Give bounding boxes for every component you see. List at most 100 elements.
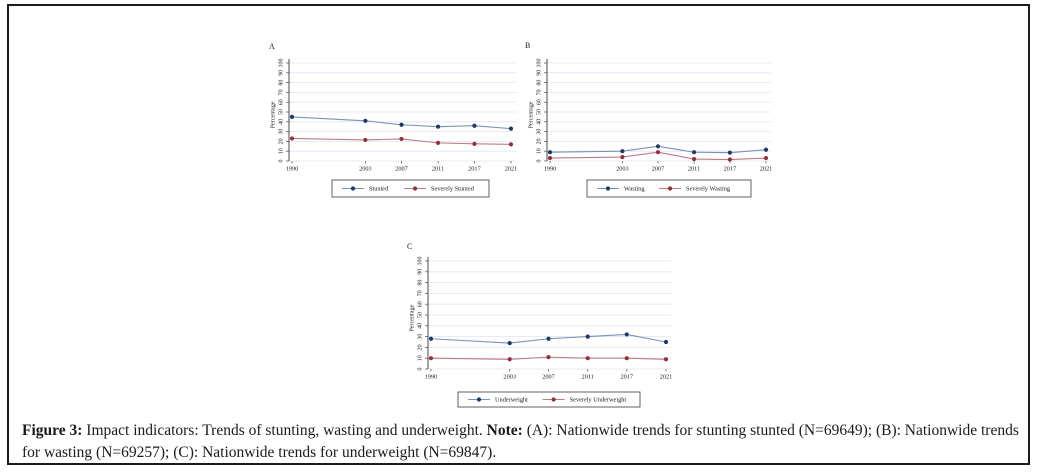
- data-point-stunted: [508, 126, 514, 131]
- y-tick-label: 70: [418, 290, 424, 296]
- y-tick-label: 40: [537, 119, 543, 125]
- data-point-severely-stunted: [472, 141, 477, 146]
- y-tick-label: 30: [279, 129, 285, 135]
- legend-label: Underweight: [495, 397, 528, 404]
- x-tick-label: 1990: [425, 374, 438, 381]
- panel-label: B: [525, 41, 530, 50]
- y-tick-label: 40: [279, 119, 285, 125]
- data-point-severely-underweight: [428, 356, 434, 361]
- x-tick-label: 2007: [542, 374, 555, 381]
- data-point-underweight: [546, 336, 551, 341]
- data-point-wasting: [547, 150, 553, 155]
- data-point-severely-underweight: [546, 355, 551, 360]
- x-tick-label: 2017: [468, 166, 481, 173]
- x-tick-label: 1990: [286, 166, 299, 173]
- x-tick-label: 2011: [432, 166, 444, 173]
- data-point-wasting: [763, 147, 769, 152]
- y-tick-label: 80: [418, 280, 424, 286]
- x-tick-label: 2003: [616, 166, 629, 173]
- data-point-severely-stunted: [399, 136, 404, 142]
- x-tick-label: 1990: [544, 166, 557, 173]
- legend-label: Wasting: [624, 186, 645, 193]
- data-point-wasting: [655, 144, 661, 149]
- y-tick-label: 100: [537, 59, 543, 68]
- data-point-underweight: [663, 339, 669, 345]
- data-point-severely-underweight: [585, 356, 590, 361]
- y-tick-label: 90: [418, 269, 424, 275]
- data-point-stunted: [289, 114, 295, 119]
- data-point-wasting: [727, 150, 733, 155]
- x-tick-label: 2017: [724, 166, 737, 173]
- data-point-stunted: [435, 124, 441, 129]
- data-point-severely-underweight: [507, 357, 512, 362]
- y-tick-label: 40: [418, 323, 424, 329]
- y-tick-label: 100: [279, 59, 285, 68]
- legend-marker-stunted: [350, 186, 356, 191]
- y-tick-label: 30: [537, 129, 543, 135]
- legend-label: Severely Underweight: [570, 397, 627, 404]
- y-tick-label: 0: [279, 160, 285, 163]
- legend-label: Stunted: [369, 186, 389, 193]
- x-tick-label: 2021: [505, 166, 518, 173]
- y-tick-label: 100: [418, 257, 424, 266]
- legend-label: Severely Stunted: [431, 186, 475, 193]
- note-label: Note:: [486, 422, 523, 439]
- y-tick-label: 10: [537, 148, 543, 154]
- chart-svg-b: 0 10 20 30 40 50 60 70 80 90 100 Percentage 1990 2003…: [525, 41, 772, 198]
- y-tick-label: 20: [279, 138, 285, 144]
- y-tick-label: 60: [279, 99, 285, 105]
- series-line-severely-wasting: [549, 151, 767, 161]
- chart-panel-b: 0 10 20 30 40 50 60 70 80 90 100 Percentage 1990 2003…: [517, 34, 784, 204]
- y-tick-label: 50: [537, 109, 543, 115]
- chart-panel-c: 0 10 20 30 40 50 60 70 80 90 100 Percentage 1990 2003…: [397, 238, 684, 410]
- data-point-underweight: [428, 336, 434, 341]
- y-tick-label: 70: [279, 89, 285, 95]
- data-point-stunted: [363, 118, 368, 123]
- panel-label: A: [269, 42, 275, 51]
- x-tick-label: 2021: [660, 374, 673, 381]
- data-point-wasting: [620, 149, 625, 154]
- figure-border: 0 10 20 30 40 50 60 70 80 90 100 Percentage 1990 2003…: [7, 4, 1030, 465]
- legend-marker-severely-underweight: [551, 397, 556, 402]
- chart-svg-a: 0 10 20 30 40 50 60 70 80 90 100 Percentage 1990 2003…: [269, 42, 518, 198]
- y-tick-label: 10: [418, 355, 424, 361]
- x-tick-label: 2007: [652, 166, 665, 173]
- y-axis-title: Percentage: [528, 101, 535, 128]
- x-tick-label: 2003: [359, 166, 372, 173]
- series-line-severely-underweight: [430, 356, 667, 360]
- x-tick-label: 2011: [582, 374, 594, 381]
- y-tick-label: 10: [279, 148, 285, 154]
- data-point-severely-wasting: [655, 150, 661, 155]
- data-point-underweight: [624, 332, 629, 337]
- data-point-severely-wasting: [763, 155, 769, 161]
- y-tick-label: 30: [418, 334, 424, 340]
- data-point-severely-stunted: [289, 136, 295, 141]
- x-tick-label: 2011: [688, 166, 700, 173]
- data-point-severely-stunted: [508, 142, 514, 147]
- series-line-wasting: [549, 145, 767, 154]
- data-point-severely-stunted: [363, 137, 368, 143]
- y-axis-title: Percentage: [409, 304, 416, 331]
- y-tick-label: 80: [279, 80, 285, 86]
- legend-label: Severely Wasting: [686, 186, 731, 193]
- legend-marker-severely-wasting: [667, 186, 673, 191]
- y-tick-label: 60: [418, 301, 424, 307]
- chart-svg-c: 0 10 20 30 40 50 60 70 80 90 100 Percentage 1990 2003…: [407, 242, 673, 408]
- chart-panel-a: 0 10 20 30 40 50 60 70 80 90 100 Percentage 1990 2003…: [259, 34, 521, 204]
- data-point-severely-wasting: [727, 157, 733, 162]
- y-tick-label: 90: [279, 70, 285, 76]
- data-point-stunted: [399, 122, 404, 127]
- data-point-underweight: [507, 340, 512, 346]
- data-point-severely-wasting: [620, 154, 625, 160]
- data-point-severely-wasting: [691, 156, 697, 162]
- y-tick-label: 50: [279, 109, 285, 115]
- legend-marker-wasting: [605, 186, 611, 191]
- y-tick-label: 90: [537, 70, 543, 76]
- y-axis-title: Percentage: [270, 101, 277, 128]
- series-line-underweight: [430, 333, 667, 344]
- data-point-severely-wasting: [547, 155, 553, 161]
- data-point-stunted: [472, 123, 477, 128]
- caption-note-text: (A): Nationwide trends for stunting stun…: [22, 422, 1019, 461]
- caption-title-text: Impact indicators: Trends of stunting, w…: [82, 422, 487, 439]
